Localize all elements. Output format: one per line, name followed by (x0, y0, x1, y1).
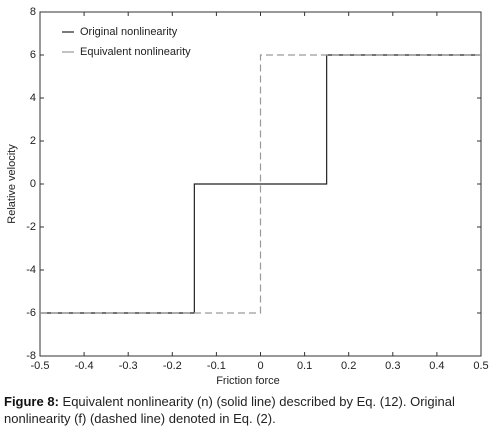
x-tick-label: -0.5 (31, 360, 50, 372)
caption: Figure 8: Equivalent nonlinearity (n) (s… (4, 393, 496, 427)
y-tick-label: 8 (30, 6, 36, 18)
x-tick-label: -0.1 (207, 360, 226, 372)
chart: Friction force Relative velocity -0.5 -0.… (6, 6, 489, 387)
legend-label: Original nonlinearity (80, 26, 178, 38)
y-tick-label: -8 (26, 350, 36, 362)
legend-label: Equivalent nonlinearity (80, 46, 191, 58)
y-tick-label: 4 (30, 92, 36, 104)
x-tick-label: 0.4 (429, 360, 444, 372)
x-tick-label: 0.2 (341, 360, 356, 372)
y-tick-label: 2 (30, 135, 36, 147)
x-tick-label: 0 (257, 360, 263, 372)
y-tick-label: -2 (26, 221, 36, 233)
caption-text: Equivalent nonlinearity (n) (solid line)… (4, 394, 455, 426)
x-tick-label: -0.2 (163, 360, 182, 372)
y-tick-label: -4 (26, 264, 36, 276)
y-axis-label: Relative velocity (6, 144, 18, 224)
caption-label: Figure 8: (4, 394, 59, 409)
x-axis-label: Friction force (216, 375, 280, 387)
series-line (40, 54, 481, 314)
y-tick-label: 6 (30, 49, 36, 61)
x-tick-label: -0.3 (119, 360, 138, 372)
x-tick-label: 0.5 (473, 360, 488, 372)
y-tick-label: -6 (26, 307, 36, 319)
series-line (40, 54, 481, 314)
x-tick-label: 0.3 (385, 360, 400, 372)
x-tick-label: -0.4 (75, 360, 94, 372)
y-tick-label: 0 (30, 178, 36, 190)
x-tick-label: 0.1 (297, 360, 312, 372)
